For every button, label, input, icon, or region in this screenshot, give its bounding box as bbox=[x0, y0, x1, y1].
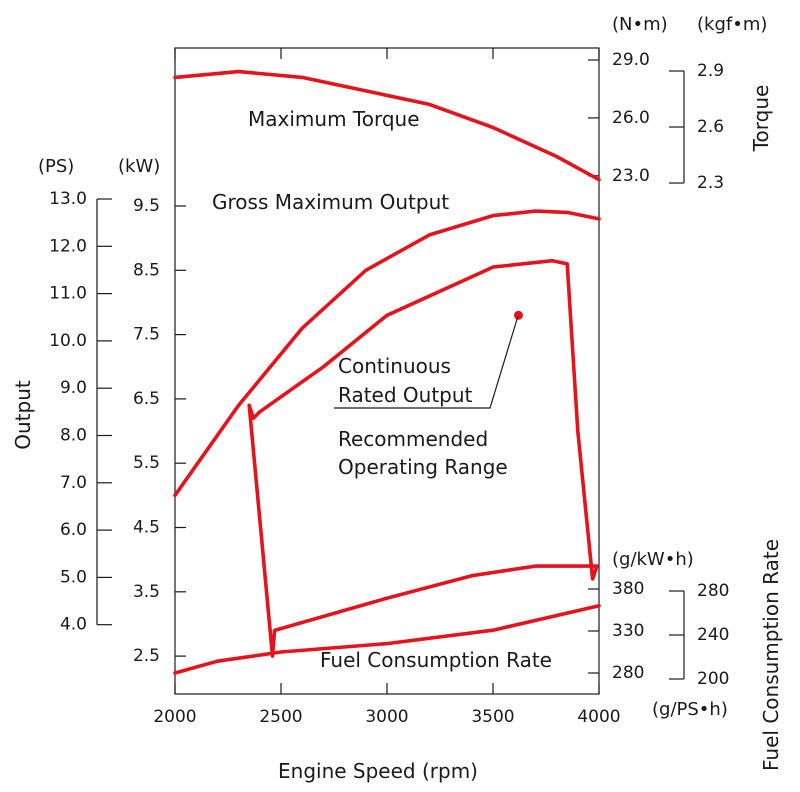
nm-unit-label: (N•m) bbox=[612, 14, 668, 35]
ps-tick-label: 5.0 bbox=[60, 567, 87, 587]
ps-tick-labels: 13.0 12.0 11.0 10.0 9.0 8.0 7.0 6.0 5.0 4.0 bbox=[49, 189, 87, 635]
rated-output-label-line2: Rated Output bbox=[338, 383, 473, 407]
gpsh-tick-label: 200 bbox=[697, 669, 729, 689]
x-tick-label: 2500 bbox=[259, 707, 302, 727]
ps-tick-label: 11.0 bbox=[49, 284, 87, 304]
kw-tick-label: 7.5 bbox=[133, 325, 160, 345]
operating-range-label-line2: Operating Range bbox=[338, 455, 508, 479]
x-axis-title: Engine Speed (rpm) bbox=[278, 759, 478, 783]
gross-output-label: Gross Maximum Output bbox=[212, 190, 449, 214]
fuel-axis-title: Fuel Consumption Rate bbox=[759, 539, 783, 771]
operating-range-outline bbox=[247, 258, 599, 658]
kw-tick-labels: 9.5 8.5 7.5 6.5 5.5 4.5 3.5 2.5 bbox=[133, 196, 160, 666]
ps-axis bbox=[96, 198, 112, 626]
gkwh-tick-label: 280 bbox=[612, 663, 644, 683]
gpsh-tick-label: 280 bbox=[697, 581, 729, 601]
nm-tick-label: 23.0 bbox=[612, 166, 650, 186]
gpsh-axis bbox=[669, 590, 685, 680]
nm-tick-label: 26.0 bbox=[612, 108, 650, 128]
x-tick-label: 3000 bbox=[365, 707, 408, 727]
kw-tick-label: 5.5 bbox=[133, 453, 160, 473]
ps-tick-label: 7.0 bbox=[60, 473, 87, 493]
fuel-consumption-curve bbox=[173, 603, 601, 675]
x-tick-label: 4000 bbox=[577, 707, 620, 727]
gpsh-unit-label: (g/PS•h) bbox=[652, 699, 728, 720]
max-torque-curve bbox=[173, 69, 601, 182]
kgfm-tick-label: 2.6 bbox=[697, 117, 724, 137]
kgfm-tick-label: 2.3 bbox=[697, 173, 724, 193]
kw-tick-label: 2.5 bbox=[133, 646, 160, 666]
kw-tick-label: 8.5 bbox=[133, 260, 160, 280]
kgfm-axis bbox=[669, 70, 685, 184]
kw-tick-label: 6.5 bbox=[133, 389, 160, 409]
rated-output-point bbox=[513, 310, 523, 320]
kw-tick-label: 3.5 bbox=[133, 582, 160, 602]
nm-tick-labels: 29.0 26.0 23.0 bbox=[612, 50, 650, 186]
fuel-consumption-label: Fuel Consumption Rate bbox=[320, 648, 552, 672]
rated-output-leader bbox=[334, 315, 519, 409]
kw-tick-label: 9.5 bbox=[133, 196, 160, 216]
ps-tick-label: 12.0 bbox=[49, 236, 87, 256]
ps-unit-label: (PS) bbox=[38, 156, 74, 177]
nm-tick-label: 29.0 bbox=[612, 50, 650, 70]
ps-tick-label: 4.0 bbox=[60, 615, 87, 635]
gpsh-tick-labels: 280 240 200 bbox=[697, 581, 729, 689]
gkwh-tick-label: 330 bbox=[612, 621, 644, 641]
ps-tick-label: 9.0 bbox=[60, 378, 87, 398]
operating-range-label-line1: Recommended bbox=[338, 427, 488, 451]
x-tick-labels: 2000 2500 3000 3500 4000 bbox=[153, 707, 620, 727]
gkwh-tick-label: 380 bbox=[612, 579, 644, 599]
gross-output-curve bbox=[173, 209, 601, 498]
x-tick-label: 3500 bbox=[471, 707, 514, 727]
max-torque-label: Maximum Torque bbox=[248, 107, 420, 131]
gkwh-tick-labels: 380 330 280 bbox=[612, 579, 644, 683]
kw-tick-label: 4.5 bbox=[133, 518, 160, 538]
kw-unit-label: (kW) bbox=[118, 156, 160, 177]
output-axis-title: Output bbox=[11, 380, 35, 450]
kgfm-unit-label: (kgf•m) bbox=[697, 14, 767, 35]
ps-tick-label: 6.0 bbox=[60, 520, 87, 540]
curves bbox=[173, 69, 601, 675]
kgfm-tick-labels: 2.9 2.6 2.3 bbox=[697, 61, 724, 193]
kgfm-tick-label: 2.9 bbox=[697, 61, 724, 81]
gkwh-unit-label: (g/kW•h) bbox=[612, 549, 694, 570]
torque-axis-title: Torque bbox=[749, 85, 773, 153]
ps-tick-label: 8.0 bbox=[60, 426, 87, 446]
gpsh-tick-label: 240 bbox=[697, 625, 729, 645]
x-tick-label: 2000 bbox=[153, 707, 196, 727]
ps-tick-label: 13.0 bbox=[49, 189, 87, 209]
ps-tick-label: 10.0 bbox=[49, 331, 87, 351]
rated-output-label-line1: Continuous bbox=[338, 354, 451, 378]
